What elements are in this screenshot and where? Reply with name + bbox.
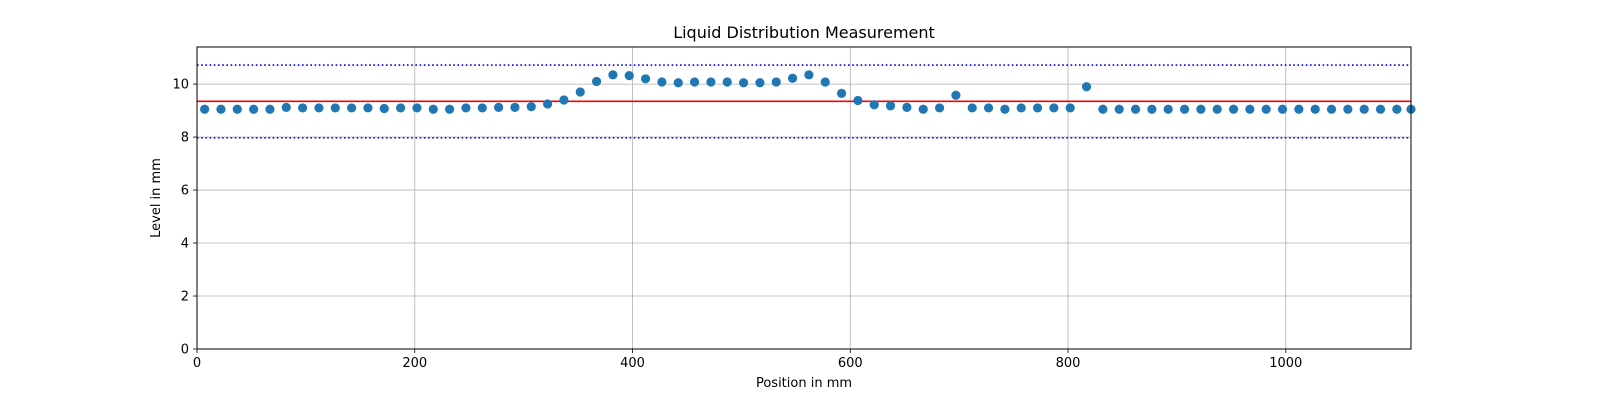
data-point	[689, 77, 700, 87]
data-point	[281, 102, 291, 112]
data-point	[1130, 104, 1141, 114]
data-point	[820, 77, 830, 87]
x-tick-label: 400	[620, 356, 645, 371]
data-point	[1081, 82, 1092, 92]
data-point	[591, 76, 602, 87]
data-point	[1359, 104, 1369, 114]
data-point	[1065, 103, 1075, 113]
data-point	[934, 103, 945, 113]
x-tick-label: 0	[193, 356, 201, 371]
data-point	[347, 103, 357, 113]
data-point	[559, 95, 569, 105]
data-point	[755, 78, 765, 88]
reference-lines	[197, 64, 1411, 139]
data-point	[869, 100, 879, 110]
data-point	[1392, 104, 1402, 114]
data-point	[232, 104, 242, 114]
data-point	[510, 102, 520, 112]
data-point	[1375, 104, 1386, 114]
data-point	[1000, 104, 1010, 114]
data-point	[1326, 104, 1337, 114]
data-point	[640, 74, 651, 84]
y-tick-label: 2	[181, 290, 189, 305]
data-point	[412, 103, 422, 113]
data-point	[1016, 103, 1026, 113]
data-point	[461, 103, 471, 113]
data-point	[1179, 104, 1190, 114]
data-point	[836, 88, 847, 98]
data-point	[493, 102, 504, 112]
x-tick-label: 800	[1056, 356, 1081, 371]
data-point	[526, 102, 536, 112]
plot-frame	[196, 46, 1412, 350]
data-point	[983, 103, 994, 113]
data-point	[314, 103, 324, 113]
data-point	[1277, 104, 1288, 114]
data-point	[787, 73, 798, 83]
data-point	[673, 78, 683, 88]
data-point	[951, 90, 961, 100]
data-point	[1294, 104, 1304, 114]
data-point	[396, 103, 406, 113]
data-point	[379, 103, 389, 114]
x-axis-label: Position in mm	[756, 376, 852, 391]
data-point	[1196, 104, 1206, 114]
chart-title: Liquid Distribution Measurement	[673, 23, 935, 42]
data-point	[265, 104, 275, 114]
y-tick-label: 10	[172, 78, 189, 93]
data-point	[1228, 104, 1239, 114]
data-point	[624, 71, 634, 81]
data-point	[706, 77, 716, 87]
data-point	[477, 103, 487, 113]
data-point	[608, 70, 618, 80]
data-point	[885, 101, 896, 111]
data-point	[771, 77, 781, 87]
data-point	[1114, 104, 1124, 114]
data-point	[1032, 103, 1043, 113]
data-point	[1343, 104, 1353, 114]
data-point	[298, 103, 308, 113]
data-point	[542, 99, 553, 109]
y-tick-label: 6	[181, 184, 189, 199]
data-point	[363, 103, 373, 113]
data-point	[1310, 104, 1320, 114]
data-point	[722, 77, 732, 87]
data-point	[200, 104, 210, 114]
data-point	[738, 78, 749, 88]
data-point	[1163, 104, 1173, 114]
data-point	[1245, 104, 1255, 114]
data-point	[853, 95, 863, 106]
x-tick-label: 200	[402, 356, 427, 371]
data-point	[575, 87, 585, 97]
data-point	[804, 70, 814, 80]
y-tick-label: 8	[181, 131, 189, 146]
data-point	[1147, 104, 1157, 114]
axis-ticks: 0 200 400 600 800 1000 0 2 4 6 8 10	[172, 78, 1302, 371]
data-point	[967, 103, 977, 113]
y-tick-label: 4	[181, 237, 189, 252]
data-points	[200, 70, 1416, 114]
data-point	[657, 77, 667, 87]
data-point	[249, 104, 259, 114]
data-point	[428, 104, 438, 114]
x-tick-label: 600	[838, 356, 863, 371]
y-tick-label: 0	[181, 343, 189, 358]
data-point	[1098, 104, 1108, 114]
data-point	[1212, 104, 1222, 114]
data-point	[1049, 103, 1059, 113]
data-point	[330, 103, 340, 113]
data-point	[1261, 104, 1271, 114]
data-point	[918, 104, 928, 114]
data-point	[444, 104, 455, 114]
y-axis-label: Level in mm	[149, 158, 164, 238]
data-point	[216, 104, 226, 114]
data-point	[902, 102, 912, 112]
x-tick-label: 1000	[1269, 356, 1302, 371]
